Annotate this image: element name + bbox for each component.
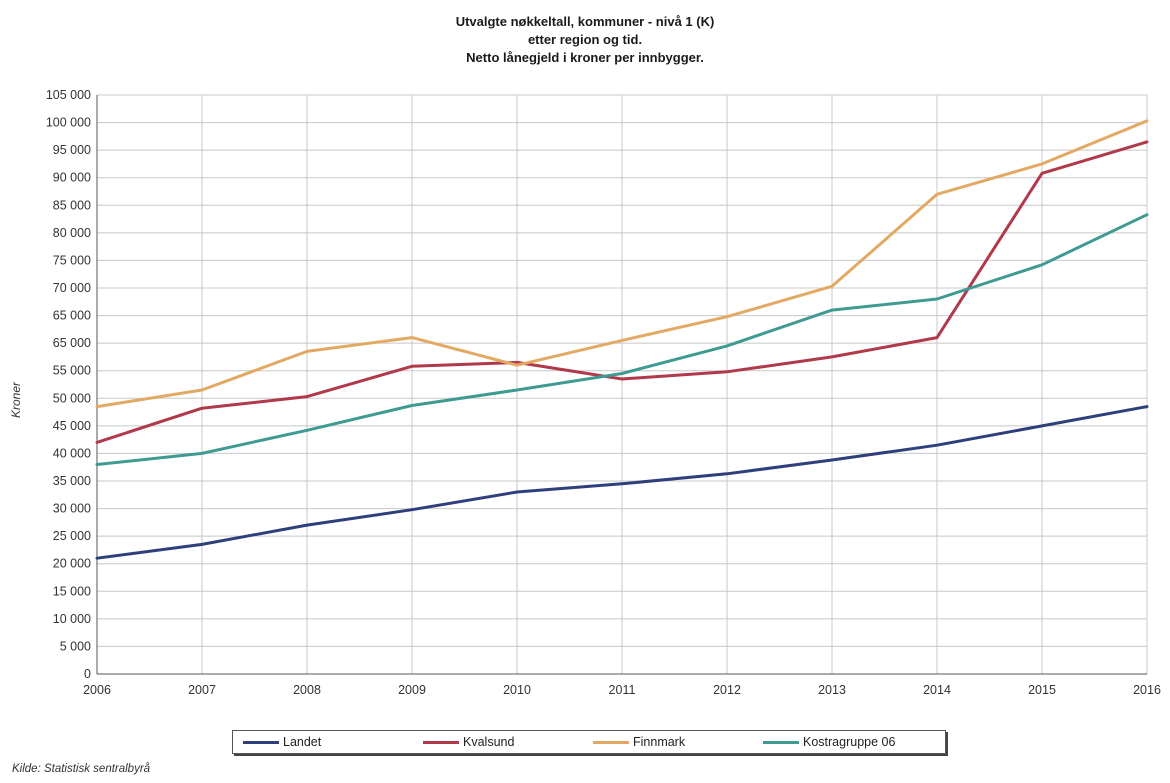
legend-item-landet: Landet: [243, 731, 321, 753]
x-tick-label: 2012: [713, 683, 741, 697]
series-line-kostragruppe-06: [95, 213, 1149, 466]
y-tick-label: 70 000: [53, 281, 91, 295]
y-tick-label: 15 000: [53, 584, 91, 598]
y-tick-label: 75 000: [53, 253, 91, 267]
chart-title-line-3: Netto lånegjeld i kroner per innbygger.: [466, 50, 704, 65]
legend-label-finnmark: Finnmark: [633, 735, 686, 749]
y-tick-label: 65 000: [53, 336, 91, 350]
legend-label-kostragruppe: Kostragruppe 06: [803, 735, 896, 749]
chart-title-line-2: etter region og tid.: [528, 32, 642, 47]
x-tick-label: 2010: [503, 683, 531, 697]
y-tick-label: 40 000: [53, 446, 91, 460]
chart-title-line-1: Utvalgte nøkkeltall, kommuner - nivå 1 (…: [456, 14, 715, 29]
y-tick-label: 65 000: [53, 309, 91, 323]
series-line-landet: [95, 405, 1149, 560]
chart-title: Utvalgte nøkkeltall, kommuner - nivå 1 (…: [456, 14, 715, 65]
y-tick-label: 35 000: [53, 474, 91, 488]
y-tick-label: 10 000: [53, 612, 91, 626]
y-tick-label: 30 000: [53, 502, 91, 516]
x-tick-label: 2006: [83, 683, 111, 697]
y-tick-label: 25 000: [53, 529, 91, 543]
x-tick-label: 2007: [188, 683, 216, 697]
x-tick-label: 2011: [609, 683, 636, 697]
x-tick-label: 2016: [1133, 683, 1161, 697]
y-axis-title: Kroner: [9, 381, 23, 418]
legend-swatch-finnmark: [593, 740, 629, 744]
legend-swatch-kvalsund: [423, 740, 459, 744]
series-line-finnmark: [95, 119, 1149, 409]
y-tick-label: 55 000: [53, 364, 91, 378]
y-tick-label: 100 000: [46, 116, 91, 130]
y-tick-label: 20 000: [53, 557, 91, 571]
x-axis-ticks: 2006 2007 2008 2009 2010 2011 2012 2013 2014 2015…: [83, 683, 1161, 697]
x-tick-label: 2008: [293, 683, 321, 697]
series-line-kvalsund: [95, 140, 1149, 444]
legend: Landet Kvalsund Finnmark Kostragruppe 06: [232, 730, 946, 754]
series-lines: [95, 119, 1149, 560]
y-tick-label: 45 000: [53, 419, 91, 433]
x-tick-label: 2009: [398, 683, 426, 697]
legend-label-landet: Landet: [283, 735, 322, 749]
y-tick-label: 105 000: [46, 88, 91, 102]
legend-swatch-kostragruppe: [763, 740, 799, 744]
legend-item-kostragruppe: Kostragruppe 06: [763, 731, 895, 753]
x-tick-label: 2013: [818, 683, 846, 697]
legend-item-kvalsund: Kvalsund: [423, 731, 514, 753]
legend-label-kvalsund: Kvalsund: [463, 735, 515, 749]
legend-swatch-landet: [243, 740, 279, 744]
grid: [96, 94, 1148, 675]
legend-item-finnmark: Finnmark: [593, 731, 685, 753]
y-tick-label: 0: [84, 667, 91, 681]
x-tick-label: 2015: [1028, 683, 1056, 697]
y-tick-label: 5 000: [60, 639, 91, 653]
axes: [96, 95, 1147, 675]
y-tick-label: 95 000: [53, 143, 91, 157]
y-tick-label: 50 000: [53, 391, 91, 405]
y-tick-label: 80 000: [53, 226, 91, 240]
y-tick-label: 90 000: [53, 171, 91, 185]
y-tick-label: 85 000: [53, 198, 91, 212]
x-tick-label: 2014: [923, 683, 951, 697]
source-note: Kilde: Statistisk sentralbyrå: [12, 763, 151, 775]
y-axis-ticks: 0 5 000 10 000 15 000 20 000 25 000 30 000 35 0…: [46, 88, 91, 681]
